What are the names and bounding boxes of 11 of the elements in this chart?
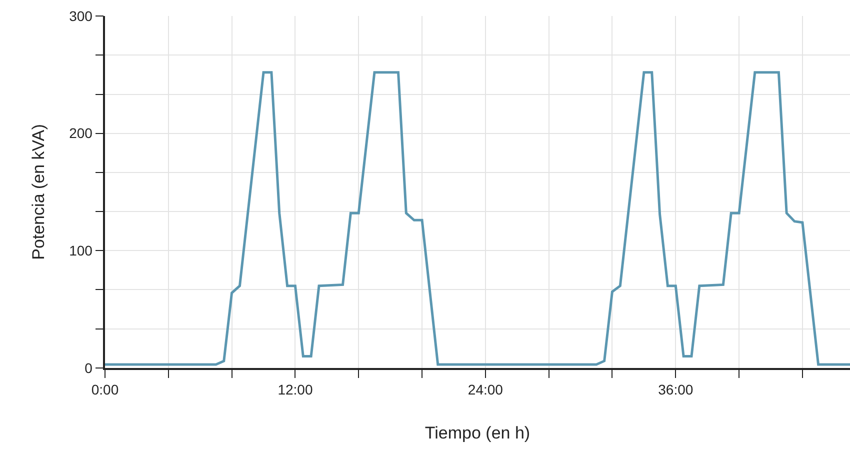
x-tick-label: 0:00 bbox=[91, 382, 119, 398]
x-tick-label: 12:00 bbox=[278, 382, 313, 398]
y-tick-label: 200 bbox=[69, 125, 93, 142]
y-tick-label: 100 bbox=[69, 242, 93, 259]
x-tick-label: 36:00 bbox=[658, 382, 694, 398]
y-axis-title: Potencia (en kVA) bbox=[29, 124, 48, 260]
line-series bbox=[105, 71, 850, 366]
x-axis-title: Tiempo (en h) bbox=[424, 423, 530, 442]
y-tick-label: 0 bbox=[84, 360, 93, 376]
x-tick-label: 24:00 bbox=[468, 382, 504, 398]
y-tick-label: 300 bbox=[69, 8, 93, 24]
